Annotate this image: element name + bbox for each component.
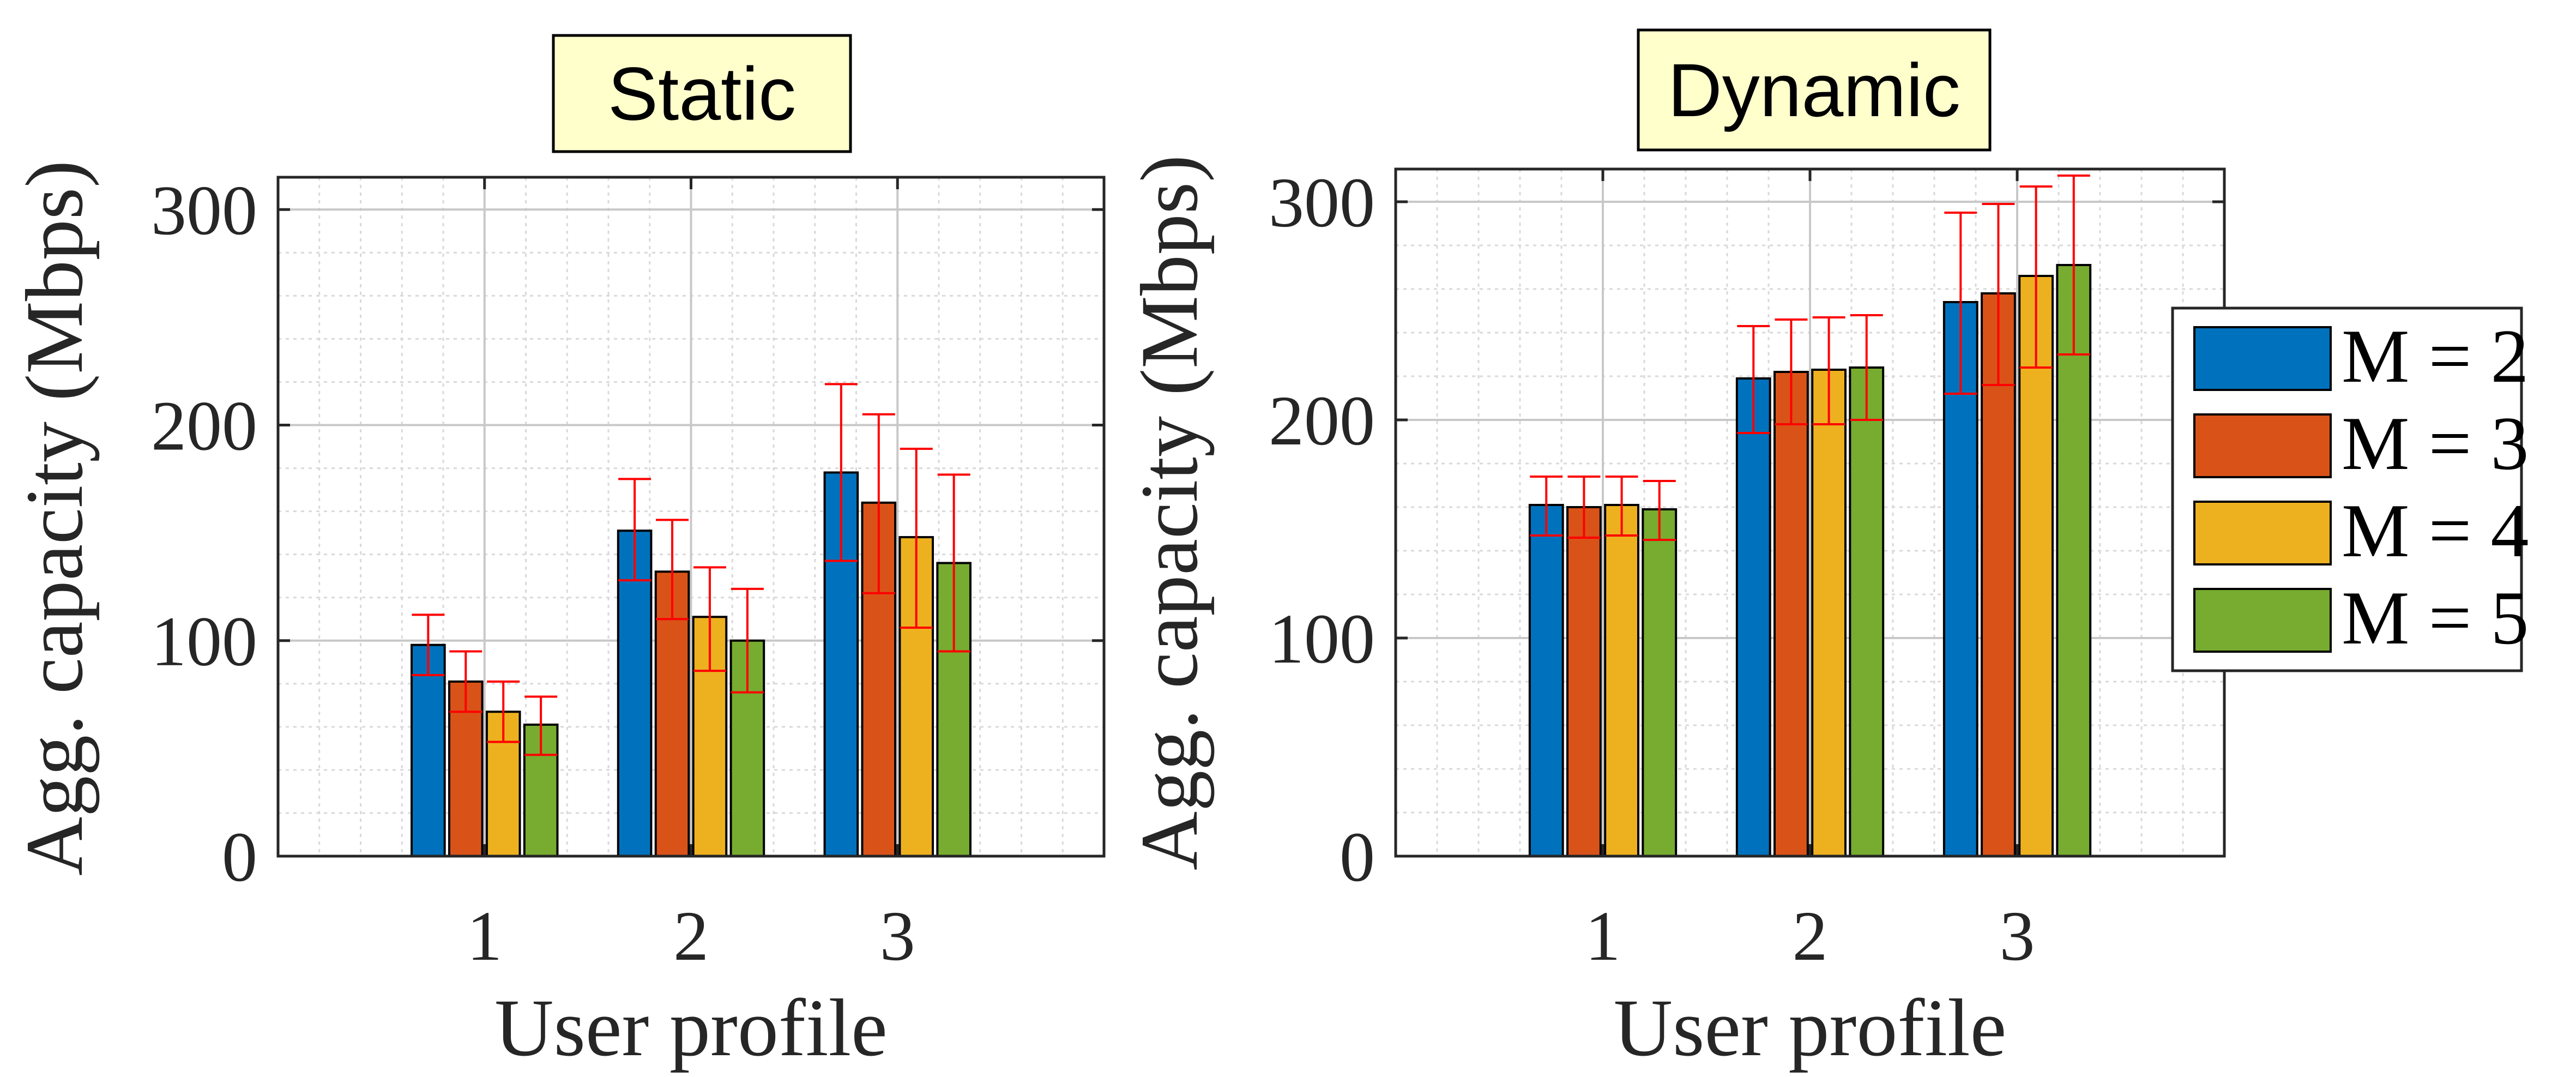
x-tick-label: 1 xyxy=(467,897,502,976)
error-bar xyxy=(862,413,895,594)
legend-item: M = 3 xyxy=(2193,401,2529,486)
chart-title-box: Dynamic xyxy=(1637,28,1992,152)
x-tick-label: 3 xyxy=(880,897,915,976)
legend-label: M = 5 xyxy=(2342,576,2529,660)
y-tick-label: 300 xyxy=(1269,164,1375,242)
y-tick-label: 100 xyxy=(151,603,257,681)
y-axis-label: Agg. capacity (Mbps) xyxy=(9,160,100,876)
error-bar xyxy=(1530,476,1563,537)
error-bars xyxy=(412,383,970,756)
y-tick-label: 100 xyxy=(1269,600,1375,678)
legend-item: M = 4 xyxy=(2193,489,2529,573)
error-bars xyxy=(1530,175,2090,541)
error-bar xyxy=(824,383,858,562)
bar xyxy=(2018,275,2054,857)
bar xyxy=(1735,377,1771,857)
bar xyxy=(861,501,897,857)
legend-label: M = 2 xyxy=(2342,314,2529,399)
bar xyxy=(1642,508,1678,857)
error-bar xyxy=(618,478,651,582)
error-bar xyxy=(449,650,482,713)
x-tick-label: 2 xyxy=(673,897,709,976)
error-bar xyxy=(656,519,689,621)
error-bar xyxy=(487,680,520,743)
bar xyxy=(1811,369,1847,857)
error-bar xyxy=(2019,185,2053,369)
x-tick-label: 1 xyxy=(1585,897,1621,976)
legend-item: M = 5 xyxy=(2193,576,2529,660)
error-bar xyxy=(900,448,933,629)
bar xyxy=(617,530,653,857)
title-background xyxy=(552,34,852,153)
legend: M = 2M = 3M = 4M = 5 xyxy=(2171,306,2529,672)
legend-label: M = 4 xyxy=(2342,489,2529,573)
legend-label: M = 3 xyxy=(2342,401,2529,486)
bar xyxy=(1604,504,1639,857)
bar xyxy=(1773,371,1809,857)
bar xyxy=(411,643,446,857)
error-bar xyxy=(2057,175,2090,356)
error-bar xyxy=(1567,476,1601,539)
chart-title: Static xyxy=(608,52,796,136)
error-bar xyxy=(1982,203,2015,386)
bar xyxy=(1849,366,1885,857)
error-bar xyxy=(1605,476,1638,537)
y-tick-label: 200 xyxy=(151,387,257,466)
legend-swatch xyxy=(2193,326,2332,391)
chart-title: Dynamic xyxy=(1668,49,1960,133)
error-bar xyxy=(1850,314,1883,421)
error-bar xyxy=(1812,316,1845,425)
title-background xyxy=(1637,28,1992,152)
legend-swatch xyxy=(2193,413,2332,478)
y-tick-label: 200 xyxy=(1269,382,1375,460)
y-tick-label: 300 xyxy=(151,171,257,250)
legend-item: M = 2 xyxy=(2193,314,2529,399)
x-axis-label: User profile xyxy=(494,983,888,1073)
error-bar xyxy=(731,587,764,694)
error-bar xyxy=(937,473,970,653)
bar xyxy=(1981,292,2016,857)
x-tick-label: 3 xyxy=(2000,897,2035,976)
error-bar xyxy=(1775,318,1808,425)
x-tick-label: 2 xyxy=(1793,897,1828,976)
y-tick-label: 0 xyxy=(222,818,257,897)
error-bar xyxy=(412,613,445,676)
error-bar xyxy=(1737,325,1770,434)
bar xyxy=(1528,504,1564,857)
y-axis-label: Agg. capacity (Mbps) xyxy=(1124,155,1215,870)
error-bar xyxy=(1643,480,1676,541)
error-bar xyxy=(693,566,726,672)
chart-title-box: Static xyxy=(552,34,852,153)
y-tick-label: 0 xyxy=(1340,818,1375,897)
error-bar xyxy=(1944,212,1977,395)
legend-swatch xyxy=(2193,588,2332,653)
x-axis-label: User profile xyxy=(1614,983,2007,1073)
error-bar xyxy=(524,695,558,756)
legend-swatch xyxy=(2193,501,2332,565)
bar xyxy=(1566,506,1602,857)
